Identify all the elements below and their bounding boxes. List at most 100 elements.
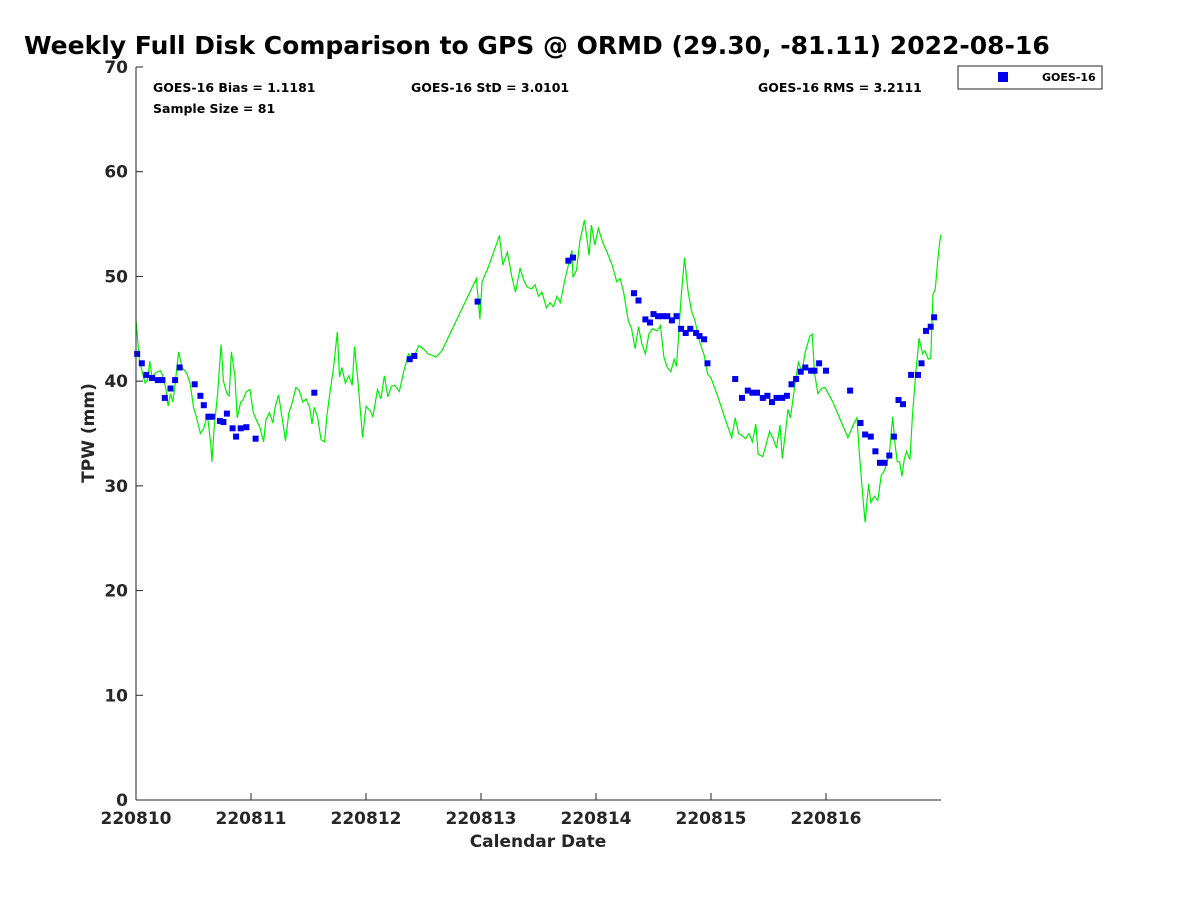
chart-title: Weekly Full Disk Comparison to GPS @ ORM… xyxy=(24,31,1050,60)
goes16-point xyxy=(881,459,888,466)
goes16-point xyxy=(154,377,161,384)
goes16-point xyxy=(664,313,671,320)
goes16-point xyxy=(867,433,874,440)
goes16-point xyxy=(890,433,897,440)
goes16-point xyxy=(243,424,250,431)
goes16-point xyxy=(701,336,708,343)
goes16-point xyxy=(172,377,179,384)
goes16-point xyxy=(650,311,657,318)
y-tick-label: 50 xyxy=(104,267,128,287)
axes xyxy=(135,67,941,801)
goes16-point xyxy=(252,435,259,442)
goes16-point xyxy=(816,360,823,367)
goes16-point xyxy=(673,313,680,320)
goes16-point xyxy=(229,425,236,432)
goes16-point xyxy=(895,397,902,403)
x-tick-label: 220811 xyxy=(216,809,287,829)
goes16-point xyxy=(655,313,662,320)
goes16-point xyxy=(138,360,145,367)
goes16-point xyxy=(877,459,883,466)
x-tick-label: 220814 xyxy=(561,809,632,829)
goes16-point xyxy=(931,314,938,321)
legend: GOES-16 xyxy=(957,65,1103,90)
goes16-point xyxy=(732,376,739,382)
legend-label: GOES-16 xyxy=(1042,71,1096,84)
goes16-point xyxy=(862,431,869,438)
goes16-point xyxy=(749,389,756,396)
x-tick-label: 220810 xyxy=(101,809,172,829)
goes16-point xyxy=(693,330,700,336)
goes16-point xyxy=(149,375,156,381)
goes16-point xyxy=(311,389,318,396)
goes16-point xyxy=(915,371,921,378)
goes16-point xyxy=(744,387,751,394)
x-tick-label: 220813 xyxy=(446,809,517,829)
goes16-point xyxy=(223,410,230,417)
goes16-point xyxy=(220,419,227,425)
goes16-point xyxy=(191,381,198,388)
goes16-point xyxy=(900,401,906,408)
goes16-point xyxy=(216,417,223,424)
y-tick-label: 20 xyxy=(104,582,128,602)
goes16-point xyxy=(678,325,685,332)
goes16-point xyxy=(696,333,703,340)
goes16-point xyxy=(161,394,168,401)
goes16-point xyxy=(176,364,183,371)
goes16-point xyxy=(773,394,780,401)
plot-area xyxy=(134,219,942,523)
goes16-point xyxy=(134,350,141,357)
bias-stat: GOES-16 Bias = 1.1181 xyxy=(153,80,315,95)
goes16-point xyxy=(764,392,771,399)
y-tick-label: 10 xyxy=(104,686,128,706)
x-tick-label: 220815 xyxy=(676,809,747,829)
legend-box xyxy=(957,65,1103,90)
goes16-point xyxy=(200,402,207,409)
goes16-point xyxy=(406,356,413,363)
goes16-point xyxy=(668,317,675,324)
y-tick-label: 0 xyxy=(116,791,128,811)
x-tick-label: 220812 xyxy=(331,809,402,829)
x-tick-label: 220816 xyxy=(791,809,862,829)
y-tick-label: 30 xyxy=(104,477,128,497)
goes16-point xyxy=(783,392,790,399)
legend-marker xyxy=(998,72,1008,82)
goes16-point xyxy=(769,399,775,406)
x-ticks: 220810 220811 220812 220813 220814 220815 2208… xyxy=(101,793,862,829)
goes16-point xyxy=(143,371,150,378)
goes16-point xyxy=(635,297,642,304)
goes16-point xyxy=(687,325,694,332)
y-tick-label: 60 xyxy=(104,163,128,183)
sample-size-stat: Sample Size = 81 xyxy=(153,101,275,116)
y-tick-label: 70 xyxy=(104,58,128,78)
x-axis-label: Calendar Date xyxy=(470,832,607,852)
goes16-point xyxy=(208,413,215,420)
goes16-point xyxy=(631,290,637,297)
goes16-point xyxy=(779,394,786,401)
gps-series-line xyxy=(135,219,942,523)
goes16-point xyxy=(908,371,915,378)
goes16-point xyxy=(565,257,572,264)
goes16-point xyxy=(847,387,854,394)
goes16-point xyxy=(474,298,481,305)
goes16-point xyxy=(704,360,711,367)
goes16-point xyxy=(754,389,760,396)
goes16-point xyxy=(647,319,653,326)
y-tick-label: 40 xyxy=(104,372,128,392)
goes16-point xyxy=(797,368,804,375)
y-ticks: 0 10 20 30 40 50 60 70 xyxy=(104,58,143,811)
goes16-point xyxy=(886,452,893,459)
goes16-point xyxy=(872,448,879,455)
stats-annotations: GOES-16 Bias = 1.1181 GOES-16 StD = 3.01… xyxy=(153,80,922,116)
goes16-point xyxy=(793,376,800,382)
goes16-point xyxy=(237,425,244,432)
goes16-point xyxy=(759,394,766,401)
goes16-point xyxy=(411,353,418,359)
goes16-point xyxy=(570,254,576,261)
goes16-point xyxy=(233,433,240,440)
goes16-point xyxy=(918,360,925,367)
goes16-point xyxy=(788,381,795,388)
goes16-point xyxy=(642,316,649,323)
goes16-point xyxy=(197,392,204,399)
goes16-point xyxy=(205,413,212,420)
